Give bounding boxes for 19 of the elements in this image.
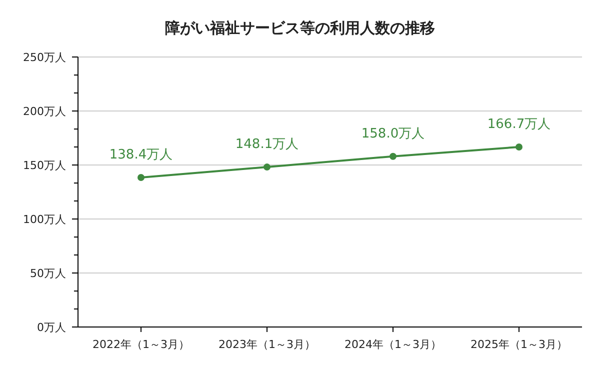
y-tick-label: 250万人 [23, 51, 66, 64]
y-tick-label: 150万人 [23, 159, 66, 172]
data-label: 158.0万人 [361, 126, 425, 142]
point [138, 174, 144, 182]
point [516, 143, 522, 150]
data-label: 138.4万人 [109, 148, 173, 163]
x-tick-label: 2022年（1～3月） [92, 338, 190, 351]
y-tick-label: 200万人 [23, 105, 66, 118]
x-tick-label: 2024年（1～3月） [344, 338, 442, 351]
point [264, 164, 270, 171]
y-tick-label: 0万人 [37, 321, 66, 334]
y-tick-label: 100万人 [23, 213, 66, 226]
data-label: 166.7万人 [487, 116, 551, 132]
x-tick-label: 2025年（1～3月） [470, 338, 568, 351]
y-tick-label: 50万人 [30, 267, 66, 280]
x-tick-label: 2023年（1～3月） [218, 338, 316, 351]
point [390, 152, 396, 160]
data-label: 148.1万人 [235, 137, 299, 152]
chart-title: 障がい福祉サービス等の利用人数の推移 [165, 19, 435, 37]
